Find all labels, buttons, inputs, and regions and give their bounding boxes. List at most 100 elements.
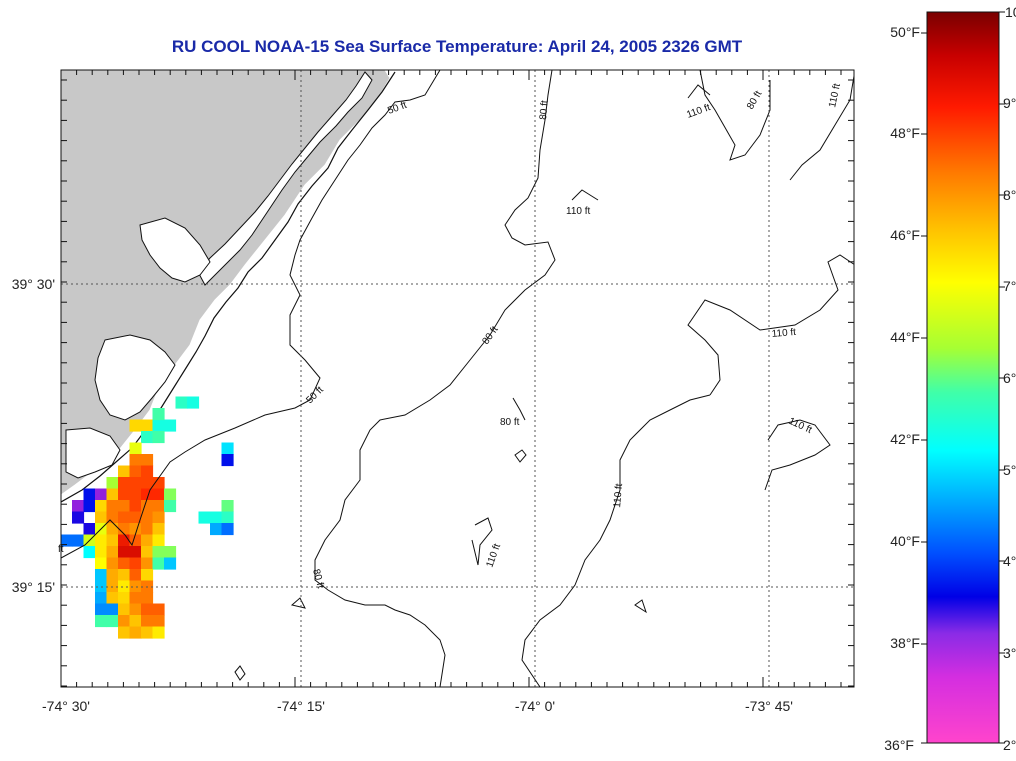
contour-label: 110 ft bbox=[827, 82, 843, 108]
inlet-marsh bbox=[94, 334, 176, 421]
sst-pixel bbox=[129, 500, 142, 513]
sst-pixel bbox=[106, 477, 119, 490]
sst-pixel bbox=[141, 465, 154, 478]
sst-pixel bbox=[106, 569, 119, 582]
sst-pixel bbox=[141, 431, 154, 444]
sst-pixel bbox=[83, 500, 96, 513]
sst-pixel bbox=[118, 465, 131, 478]
colorbar-f-label: 50°F bbox=[890, 24, 920, 40]
sst-pixel bbox=[95, 569, 108, 582]
sst-pixel bbox=[118, 615, 131, 628]
sst-pixel bbox=[106, 523, 119, 536]
sst-pixel bbox=[129, 419, 142, 432]
sst-pixel bbox=[152, 477, 165, 490]
sst-pixel bbox=[129, 454, 142, 467]
back-bay bbox=[139, 217, 211, 283]
sst-pixel bbox=[106, 603, 119, 616]
sst-pixel bbox=[95, 615, 108, 628]
sst-pixel bbox=[152, 500, 165, 513]
graticule bbox=[61, 70, 854, 687]
colorbar-c-label: 5°C bbox=[1003, 462, 1016, 478]
y-tick-label: 39° 15' bbox=[12, 579, 55, 595]
sst-pixel bbox=[95, 511, 108, 524]
y-tick-label: 39° 30' bbox=[12, 276, 55, 292]
colorbar-c-label: 2°C bbox=[1003, 737, 1016, 753]
sst-pixel bbox=[152, 534, 165, 547]
sst-pixel bbox=[118, 477, 131, 490]
colorbar-f-label: 40°F bbox=[890, 533, 920, 549]
colorbar-c-label: 4°C bbox=[1003, 553, 1016, 569]
colorbar-c-label: 7°C bbox=[1003, 278, 1016, 294]
sst-pixel bbox=[95, 500, 108, 513]
x-tick-label: -74° 30' bbox=[42, 698, 90, 714]
contour-label: 110 ft bbox=[612, 483, 625, 508]
x-tick-label: -74° 0' bbox=[515, 698, 555, 714]
sst-pixel bbox=[210, 523, 223, 536]
colorbar-f-label: 42°F bbox=[890, 431, 920, 447]
sst-pixel bbox=[129, 557, 142, 570]
sst-pixel bbox=[129, 580, 142, 593]
sst-pixel bbox=[141, 592, 154, 605]
sst-pixel bbox=[129, 626, 142, 639]
sst-pixel bbox=[95, 488, 108, 501]
sst-pixel bbox=[83, 488, 96, 501]
sst-pixel bbox=[129, 477, 142, 490]
sst-pixel bbox=[141, 615, 154, 628]
sst-pixel bbox=[141, 534, 154, 547]
coastal-lagoon bbox=[197, 71, 373, 286]
sst-pixel bbox=[129, 511, 142, 524]
sst-pixel bbox=[83, 523, 96, 536]
sst-pixel bbox=[72, 511, 85, 524]
colorbar-c-label: 3°C bbox=[1003, 645, 1016, 661]
sst-pixel bbox=[118, 500, 131, 513]
sst-pixel bbox=[141, 523, 154, 536]
sst-pixel bbox=[129, 615, 142, 628]
sst-pixel bbox=[141, 569, 154, 582]
contour-label: ft bbox=[58, 544, 64, 555]
sst-pixel bbox=[83, 546, 96, 559]
contour-label: 80 ft bbox=[500, 417, 520, 428]
sst-pixel bbox=[152, 511, 165, 524]
sst-pixel bbox=[106, 557, 119, 570]
sst-pixel bbox=[129, 569, 142, 582]
sst-pixel bbox=[152, 408, 165, 421]
x-tick-label: -73° 45' bbox=[745, 698, 793, 714]
sst-pixel bbox=[141, 454, 154, 467]
sst-pixel bbox=[95, 546, 108, 559]
sst-pixel bbox=[152, 626, 165, 639]
contour-label: 80 ft bbox=[538, 100, 551, 121]
sst-pixels bbox=[61, 396, 234, 639]
sst-pixel bbox=[187, 396, 200, 409]
sst-pixel bbox=[221, 511, 234, 524]
sst-pixel bbox=[141, 419, 154, 432]
colorbar-f-label: 48°F bbox=[890, 125, 920, 141]
sst-pixel bbox=[129, 442, 142, 455]
sst-pixel bbox=[129, 592, 142, 605]
sst-pixel bbox=[61, 534, 73, 547]
sst-pixel bbox=[164, 500, 177, 513]
sst-pixel bbox=[152, 546, 165, 559]
sst-pixel bbox=[106, 488, 119, 501]
sst-pixel bbox=[118, 580, 131, 593]
colorbar: 50°F 48°F 46°F 44°F 42°F 40°F 38°F 36°F … bbox=[884, 4, 1016, 753]
sst-pixel bbox=[118, 592, 131, 605]
sst-pixel bbox=[152, 603, 165, 616]
colorbar-f-label: 38°F bbox=[890, 635, 920, 651]
colorbar-f-label: 44°F bbox=[890, 329, 920, 345]
sst-pixel bbox=[106, 592, 119, 605]
sst-pixel bbox=[141, 557, 154, 570]
sst-pixel bbox=[141, 477, 154, 490]
sst-pixel bbox=[118, 569, 131, 582]
sst-pixel bbox=[118, 557, 131, 570]
sst-pixel bbox=[106, 546, 119, 559]
page-title: RU COOL NOAA-15 Sea Surface Temperature:… bbox=[171, 37, 743, 56]
contour-label: 110 ft bbox=[566, 206, 590, 217]
sst-pixel bbox=[118, 546, 131, 559]
sst-pixel bbox=[72, 534, 85, 547]
sst-pixel bbox=[95, 557, 108, 570]
sst-pixel bbox=[129, 546, 142, 559]
sst-pixel bbox=[129, 465, 142, 478]
sst-pixel bbox=[118, 511, 131, 524]
contour-label: 110 ft bbox=[771, 327, 796, 340]
sst-pixel bbox=[95, 603, 108, 616]
